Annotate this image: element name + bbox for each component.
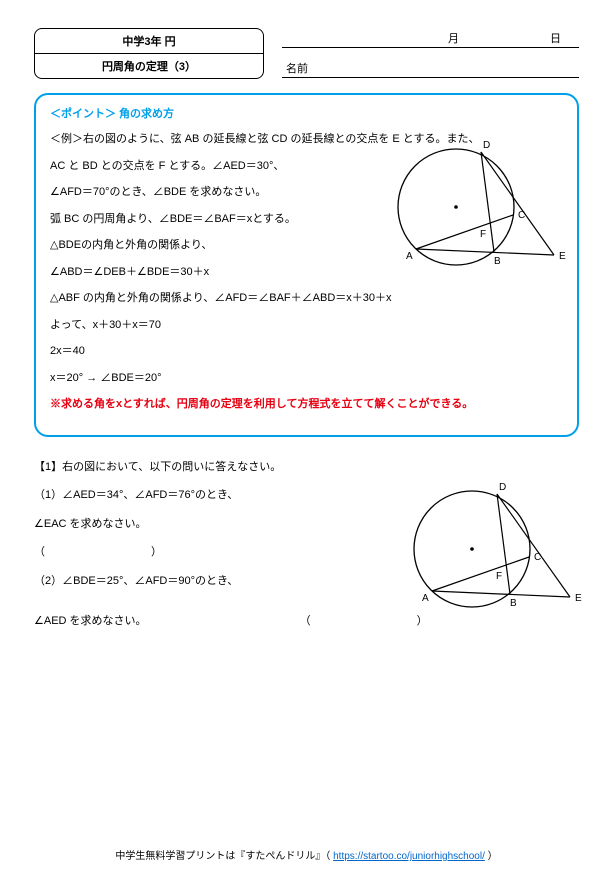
svg-text:B: B — [510, 598, 517, 609]
footer-link[interactable]: https://startoo.co/juniorhighschool/ — [333, 851, 485, 862]
svg-text:C: C — [534, 552, 541, 563]
footer-prefix: 中学生無料学習プリントは『すたぺんドリル』（ — [115, 851, 333, 862]
subtitle: 円周角の定理（3） — [35, 54, 263, 78]
question-2b: ∠AED を求めなさい。 — [34, 613, 147, 630]
footer: 中学生無料学習プリントは『すたぺんドリル』（ https://startoo.c… — [0, 847, 613, 862]
point-heading: ＜ポイント＞ 角の求め方 — [50, 105, 563, 121]
svg-text:C: C — [518, 210, 525, 221]
point-line: 2x＝40 — [50, 343, 563, 360]
day-label: 日 — [550, 30, 561, 46]
header-right: 月 日 名前 — [282, 28, 579, 78]
point-note: ※求める角をxとすれば、円周角の定理を利用して方程式を立てて解くことができる。 — [50, 396, 563, 413]
question-section: 【1】右の図において、以下の問いに答えなさい。 （1）∠AED＝34°、∠AFD… — [34, 459, 579, 642]
svg-text:D: D — [483, 140, 490, 151]
point-line: △ABF の内角と外角の関係より、∠AFD＝∠BAF＋∠ABD＝x＋30＋x — [50, 290, 563, 307]
footer-suffix: ） — [485, 851, 498, 862]
svg-text:D: D — [499, 482, 506, 493]
question-intro: 【1】右の図において、以下の問いに答えなさい。 — [34, 459, 579, 476]
title-box: 中学3年 円 円周角の定理（3） — [34, 28, 264, 79]
date-line: 月 日 — [282, 30, 579, 48]
name-line: 名前 — [282, 60, 579, 78]
point-line: x＝20° → ∠BDE＝20° — [50, 370, 563, 387]
grade-title: 中学3年 円 — [35, 29, 263, 54]
point-line: よって、x＋30＋x＝70 — [50, 317, 563, 334]
svg-text:A: A — [406, 251, 413, 262]
question-diagram: A B C D E F — [402, 479, 587, 619]
name-label: 名前 — [286, 63, 308, 75]
svg-text:E: E — [559, 251, 566, 262]
header: 中学3年 円 円周角の定理（3） 月 日 名前 — [34, 28, 579, 79]
example-diagram: A B C D E F — [386, 137, 571, 277]
svg-text:E: E — [575, 593, 582, 604]
svg-text:F: F — [496, 571, 502, 582]
point-box: ＜ポイント＞ 角の求め方 ＜例＞右の図のように、弦 AB の延長線と弦 CD の… — [34, 93, 579, 437]
svg-text:A: A — [422, 593, 429, 604]
svg-text:F: F — [480, 229, 486, 240]
svg-text:B: B — [494, 256, 501, 267]
month-label: 月 — [448, 30, 459, 46]
